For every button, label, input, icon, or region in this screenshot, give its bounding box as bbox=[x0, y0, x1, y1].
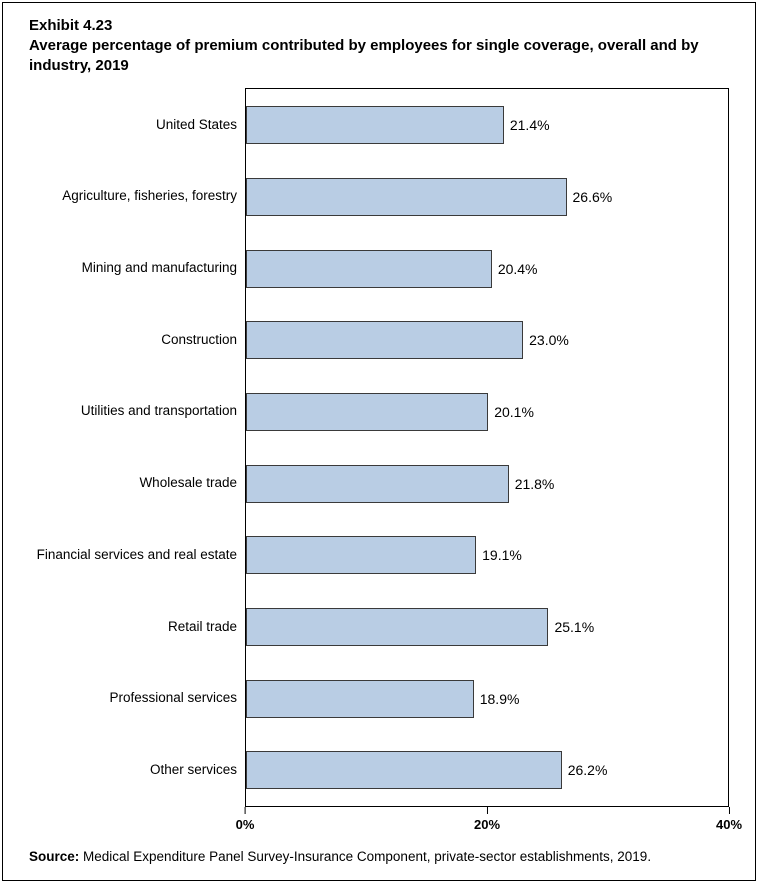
category-labels: United States Agriculture, fisheries, for… bbox=[29, 88, 245, 807]
bar-value-label: 23.0% bbox=[529, 332, 569, 349]
bar-value-label: 20.1% bbox=[494, 403, 534, 420]
bar bbox=[246, 106, 504, 145]
bar-value-label: 21.4% bbox=[509, 117, 550, 134]
category-label: Professional services bbox=[109, 690, 237, 706]
tick-label: 40% bbox=[715, 817, 743, 833]
category-label: United States bbox=[155, 116, 237, 132]
bar-row: 25.1% bbox=[246, 591, 728, 663]
category-label: Construction bbox=[161, 331, 237, 347]
source-text: Medical Expenditure Panel Survey-Insuran… bbox=[79, 849, 652, 864]
tick-mark bbox=[728, 807, 730, 815]
bar-row: 20.4% bbox=[246, 233, 728, 305]
bar-value-label: 20.4% bbox=[497, 260, 538, 277]
bar bbox=[246, 249, 492, 288]
bar bbox=[246, 392, 489, 431]
bar-value-label: 21.8% bbox=[514, 475, 555, 492]
source-note: Source: Medical Expenditure Panel Survey… bbox=[29, 849, 651, 864]
category-label: Utilities and transportation bbox=[80, 403, 237, 419]
x-axis: 0% 20% 40% bbox=[236, 807, 742, 839]
bar-row: 19.1% bbox=[246, 520, 728, 592]
bar-row: 21.8% bbox=[246, 448, 728, 520]
bar bbox=[246, 608, 549, 647]
bar-row: 18.9% bbox=[246, 663, 728, 735]
chart-header: Exhibit 4.23 Average percentage of premi… bbox=[29, 16, 729, 75]
category-label: Wholesale trade bbox=[139, 475, 237, 491]
bar-row: 20.1% bbox=[246, 376, 728, 448]
bar bbox=[246, 751, 562, 790]
category-label: Retail trade bbox=[167, 618, 237, 634]
category-label: Other services bbox=[149, 761, 237, 777]
bar-value-label: 25.1% bbox=[554, 619, 595, 636]
bar-row: 21.4% bbox=[246, 89, 728, 161]
bar bbox=[246, 679, 474, 718]
bar-value-label: 26.2% bbox=[567, 762, 608, 779]
tick-mark bbox=[486, 807, 488, 815]
bar-value-label: 26.6% bbox=[572, 188, 613, 205]
source-label: Source: bbox=[29, 849, 80, 864]
x-axis-tick: 40% bbox=[716, 807, 742, 832]
bar bbox=[246, 321, 524, 360]
tick-mark bbox=[244, 807, 246, 815]
category-label: Agriculture, fisheries, forestry bbox=[62, 188, 237, 204]
chart-title: Average percentage of premium contribute… bbox=[29, 36, 699, 74]
x-axis-tick: 0% bbox=[235, 807, 255, 833]
exhibit-number: Exhibit 4.23 bbox=[29, 17, 113, 34]
bar-row: 23.0% bbox=[246, 304, 728, 376]
x-axis-tick: 20% bbox=[474, 807, 500, 832]
bar-chart: United States Agriculture, fisheries, for… bbox=[29, 88, 729, 808]
tick-label: 0% bbox=[235, 817, 255, 833]
bar-value-label: 18.9% bbox=[479, 690, 520, 707]
category-label: Financial services and real estate bbox=[36, 546, 237, 562]
bar-row: 26.6% bbox=[246, 161, 728, 233]
category-label: Mining and manufacturing bbox=[81, 260, 237, 276]
bar-row: 26.2% bbox=[246, 735, 728, 807]
bar-value-label: 19.1% bbox=[482, 547, 522, 564]
bar bbox=[246, 464, 509, 503]
bar bbox=[246, 536, 477, 575]
bar bbox=[246, 177, 567, 216]
plot-area: 21.4% 26.6% 20.4% 23.0% 20.1% 21.8% 19.1% 25.1%… bbox=[245, 88, 729, 808]
tick-label: 20% bbox=[473, 817, 501, 833]
